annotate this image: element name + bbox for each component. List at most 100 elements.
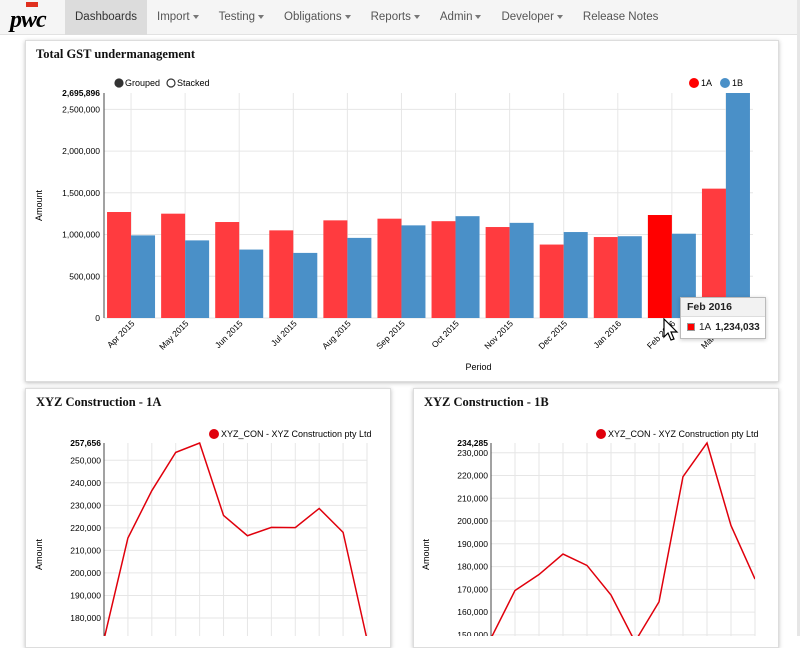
nav-label: Testing xyxy=(218,11,256,23)
y-tick-label: 200,000 xyxy=(457,516,488,526)
y-tick-label: 180,000 xyxy=(457,562,488,572)
nav-import[interactable]: Import xyxy=(147,0,209,35)
line-chart: 150,000 160,000 170,000 180,000 190,000 200,0… xyxy=(421,429,759,636)
x-tick-label: Jul 2015 xyxy=(269,318,299,348)
chart-tooltip: Feb 2016 1A 1,234,033 xyxy=(680,297,766,339)
bar-1b xyxy=(185,240,210,318)
nav-developer[interactable]: Developer xyxy=(491,0,572,35)
y-tick-label: 190,000 xyxy=(457,539,488,549)
nav-dashboards[interactable]: Dashboards xyxy=(65,0,148,35)
y-tick-label: 150,000 xyxy=(457,630,488,636)
x-tick-label: Oct 2015 xyxy=(429,318,461,350)
x-tick-label: Jan 2016 xyxy=(591,318,623,350)
nav-reports[interactable]: Reports xyxy=(361,0,430,35)
series-line xyxy=(104,442,367,636)
bar-1a xyxy=(593,237,618,318)
radio-stacked-icon xyxy=(166,78,176,88)
nav-label: Reports xyxy=(370,11,411,23)
y-tick-label: 170,000 xyxy=(457,584,488,594)
pwc-logo[interactable]: pwc xyxy=(8,2,58,33)
caret-down-icon xyxy=(556,14,563,19)
y-tick-label: 200,000 xyxy=(70,568,101,578)
top-navbar: pwc Dashboards Import Testing Obligations Re… xyxy=(0,0,800,35)
bar-1a xyxy=(647,215,672,318)
y-tick-label: 180,000 xyxy=(70,613,101,623)
y-tick-label: 1,500,000 xyxy=(62,188,100,198)
y-axis-title: Amount xyxy=(34,189,44,221)
xyz-1b-panel: XYZ Construction - 1B xyxy=(413,388,779,648)
bar-1a xyxy=(431,221,456,318)
y-tick-label: 220,000 xyxy=(457,471,488,481)
panel-title: Total GST undermanagement xyxy=(36,47,196,61)
nav-label: Developer xyxy=(501,11,554,23)
caret-down-icon xyxy=(413,14,420,19)
nav-admin[interactable]: Admin xyxy=(430,0,492,35)
y-tick-label: 2,500,000 xyxy=(62,104,100,114)
bar-1b xyxy=(131,235,156,318)
bar-1a xyxy=(161,213,186,318)
y-tick-label: 160,000 xyxy=(457,607,488,617)
y-max-label: 234,285 xyxy=(457,438,488,448)
bar-chart: 0 500,000 1,000,000 1,500,000 2,000,000 2,500… xyxy=(34,78,753,372)
tooltip-row: 1A 1,234,033 xyxy=(681,317,765,339)
y-tick-label: 2,000,000 xyxy=(62,146,100,156)
y-max-label: 257,656 xyxy=(70,438,101,448)
y-tick-label: 220,000 xyxy=(70,523,101,533)
bar-1a xyxy=(485,227,510,318)
bar-legend: 1A 1B xyxy=(689,78,743,88)
bar-1b xyxy=(455,216,480,318)
x-tick-label: Dec 2015 xyxy=(536,318,569,351)
bar-1b xyxy=(725,93,750,318)
nav-label: Release Notes xyxy=(582,11,659,23)
y-tick-label: 190,000 xyxy=(70,590,101,600)
bar-1a xyxy=(215,222,240,318)
x-tick-label: May 2015 xyxy=(157,318,191,352)
bar-1b xyxy=(401,225,426,318)
panel-title: XYZ Construction - 1B xyxy=(424,395,549,409)
nav-release-notes[interactable]: Release Notes xyxy=(573,0,668,35)
nav-testing[interactable]: Testing xyxy=(209,0,274,35)
y-tick-label: 250,000 xyxy=(70,455,101,465)
bar-1b xyxy=(239,249,264,318)
y-tick-label: 240,000 xyxy=(70,478,101,488)
nav-label: Obligations xyxy=(284,11,342,23)
y-tick-label: 1,000,000 xyxy=(62,230,100,240)
bar-1b xyxy=(617,236,642,318)
tooltip-swatch xyxy=(687,323,695,332)
legend-1a-icon xyxy=(689,78,699,88)
x-tick-label: Sep 2015 xyxy=(374,318,407,351)
y-tick-label: 210,000 xyxy=(70,545,101,555)
panel-title: XYZ Construction - 1A xyxy=(36,395,162,409)
y-tick-label: 0 xyxy=(95,313,100,323)
nav-label: Admin xyxy=(439,11,473,23)
logo-bar xyxy=(26,2,38,7)
caret-down-icon xyxy=(258,14,265,19)
mouse-pointer-icon xyxy=(663,318,679,341)
total-gst-panel: Total GST undermanagement xyxy=(25,40,779,382)
caret-down-icon xyxy=(192,14,199,19)
page-scrollbar[interactable] xyxy=(797,0,800,636)
bar-1a xyxy=(539,244,564,318)
logo-text: pwc xyxy=(10,7,47,33)
y-tick-label: 500,000 xyxy=(69,271,100,281)
bar-1a xyxy=(377,218,402,318)
bar-mode-controls[interactable]: Grouped Stacked xyxy=(114,78,210,88)
y-axis-title: Amount xyxy=(421,538,431,570)
y-tick-label: 210,000 xyxy=(457,493,488,503)
radio-grouped-icon xyxy=(114,78,124,88)
bar-1a xyxy=(701,188,726,318)
main-nav: Dashboards Import Testing Obligations Report… xyxy=(65,0,668,35)
nav-label: Import xyxy=(157,11,190,23)
xyz-1a-panel: XYZ Construction - 1A xyxy=(25,388,391,648)
nav-obligations[interactable]: Obligations xyxy=(274,0,361,35)
legend-series-icon xyxy=(209,429,219,439)
mode-label-stacked: Stacked xyxy=(177,78,210,88)
y-tick-label: 230,000 xyxy=(70,500,101,510)
bar-1b xyxy=(293,252,318,318)
caret-down-icon xyxy=(344,14,351,19)
nav-label: Dashboards xyxy=(75,11,138,23)
bar-1b xyxy=(509,222,534,318)
y-tick-label: 230,000 xyxy=(457,448,488,458)
series-line xyxy=(491,441,755,636)
